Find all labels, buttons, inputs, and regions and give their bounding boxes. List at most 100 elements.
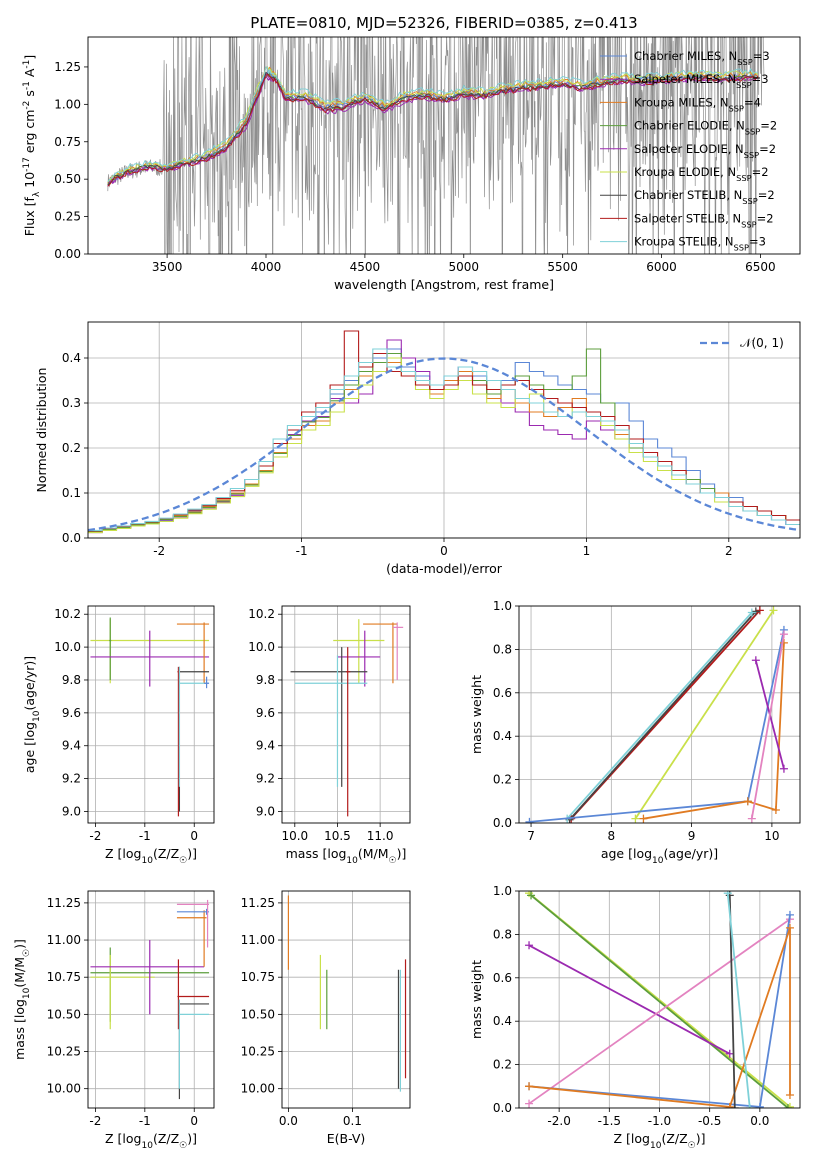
legend-label: Kroupa ELODIE, NSSP=2 [634, 165, 769, 183]
weight-marker [725, 1102, 734, 1108]
y-tick-label: 10.00 [241, 1082, 275, 1096]
y-tick-label: 9.4 [256, 739, 275, 753]
x-axis-label: Z [log10(Z/Z☉)] [614, 1131, 706, 1151]
weight-marker [743, 797, 752, 806]
y-tick-label: 0.0 [493, 1101, 512, 1115]
weight-marker [527, 891, 536, 900]
x-tick-label: -0.5 [698, 1114, 721, 1128]
x-axis-label: age [log10(age/yr)] [601, 846, 718, 866]
y-tick-label: 9.2 [256, 772, 275, 786]
weight-marker [785, 910, 794, 919]
y-tick-label: 9.0 [62, 804, 81, 818]
y-tick-label: 0.50 [54, 172, 81, 186]
x-tick-label: 5000 [449, 260, 480, 274]
weight-marker [725, 1049, 734, 1058]
weight-line-6 [643, 642, 785, 820]
y-axis-label: mass [log10(M/M☉)] [12, 939, 32, 1060]
histogram-5 [88, 357, 800, 534]
axes-frame [281, 605, 411, 824]
y-tick-label: 0.2 [62, 441, 81, 455]
y-tick-label: 9.2 [62, 772, 81, 786]
x-tick-label: -2 [153, 544, 165, 558]
histogram-6 [88, 330, 800, 532]
x-tick-label: -1.5 [598, 1114, 621, 1128]
y-tick-label: 0.8 [493, 927, 512, 941]
y-tick-label: 1.00 [54, 97, 81, 111]
y-tick-label: 11.25 [47, 896, 81, 910]
x-axis-label: wavelength [Angstrom, rest frame] [334, 277, 554, 292]
y-axis-label: mass weight [469, 675, 484, 754]
observed-spectrum [107, 37, 765, 254]
axes-frame [87, 890, 215, 1109]
x-tick-label: 4500 [350, 260, 381, 274]
legend-label: Salpeter MILES, NSSP=3 [634, 72, 769, 90]
residual-panel: -2 -1 0 1 2 0.0 0.1 0.2 0.3 0.4 (data-model)/error… [34, 321, 801, 576]
model-line-3 [107, 65, 759, 184]
axes-frame [518, 890, 801, 1109]
x-tick-label: -1 [296, 544, 308, 558]
y-tick-label: 10.75 [241, 970, 275, 984]
model-line-8 [107, 73, 759, 187]
model-line-9 [107, 66, 759, 183]
weight-marker [631, 814, 640, 823]
legend-label: Kroupa MILES, NSSP=4 [634, 95, 761, 113]
y-tick-label: 10.2 [248, 607, 275, 621]
y-axis-label: Flux [fλ 10-17 erg cm-2 s-1 A-1] [22, 55, 42, 237]
model-line-4 [107, 72, 759, 185]
mass-vs-metallicity: -2 -1 0 10.00 10.25 10.50 10.75 11.00 11.25 Z [lo… [12, 890, 215, 1151]
y-tick-label: 10.75 [47, 970, 81, 984]
x-tick-label: 0.1 [343, 1114, 362, 1128]
x-tick-label: -1 [139, 1114, 151, 1128]
plot-area [88, 322, 800, 538]
weight-marker [751, 607, 760, 616]
y-tick-label: 9.4 [62, 739, 81, 753]
weight-line-2 [568, 610, 757, 821]
x-tick-label: -2 [89, 829, 101, 843]
y-tick-label: 10.0 [248, 640, 275, 654]
weight-marker [785, 923, 794, 932]
weight-marker [525, 817, 534, 823]
x-tick-label: 10.5 [324, 829, 351, 843]
legend-label: Salpeter ELODIE, NSSP=2 [634, 142, 776, 160]
x-tick-label: 0.0 [750, 1114, 769, 1128]
weight-marker [747, 814, 756, 823]
weight-marker [779, 638, 788, 647]
legend-label: Chabrier ELODIE, NSSP=2 [634, 119, 777, 137]
y-tick-label: 9.6 [62, 706, 81, 720]
y-tick-label: 0.1 [62, 486, 81, 500]
weight-line-3 [528, 944, 731, 1055]
x-tick-label: 4000 [251, 260, 282, 274]
y-tick-label: 0.2 [493, 773, 512, 787]
weight-line-4 [634, 609, 775, 820]
y-tick-label: 0.0 [493, 816, 512, 830]
weight-line-8 [750, 634, 785, 819]
model-line-6 [107, 66, 759, 183]
x-tick-label: 0 [440, 544, 448, 558]
weight-marker [785, 1090, 794, 1099]
legend: Chabrier MILES, NSSP=3 Salpeter MILES, NS… [600, 49, 777, 253]
x-tick-label: 6500 [745, 260, 776, 274]
weight-marker [779, 764, 788, 773]
weight-line-4 [528, 918, 791, 1105]
x-tick-label: 11.0 [367, 829, 394, 843]
weight-marker [771, 805, 780, 814]
x-tick-label: -1 [139, 829, 151, 843]
weight-line-2 [530, 894, 789, 1108]
axes-frame [87, 36, 801, 255]
weight-marker [525, 1082, 534, 1091]
x-tick-label: 0.0 [279, 1114, 298, 1128]
y-tick-label: 0.4 [493, 729, 512, 743]
x-tick-label: -2.0 [547, 1114, 570, 1128]
x-tick-label: -2 [89, 1114, 101, 1128]
x-tick-label: 6000 [646, 260, 677, 274]
y-tick-label: 11.00 [241, 933, 275, 947]
y-tick-label: 0.00 [54, 247, 81, 261]
y-tick-label: 0.6 [493, 971, 512, 985]
y-tick-label: 0.75 [54, 135, 81, 149]
weight-marker [779, 630, 788, 639]
weight-line-5 [529, 629, 785, 823]
chart-title: PLATE=0810, MJD=52326, FIBERID=0385, z=0… [250, 14, 637, 32]
y-tick-label: 0.0 [62, 531, 81, 545]
weight-marker [783, 1104, 792, 1108]
mass-weight-vs-metallicity: -2.0 -1.5 -1.0 -0.5 0.0 0.0 0.2 0.4 0.6 0.8 1.0 Z [… [469, 884, 801, 1151]
